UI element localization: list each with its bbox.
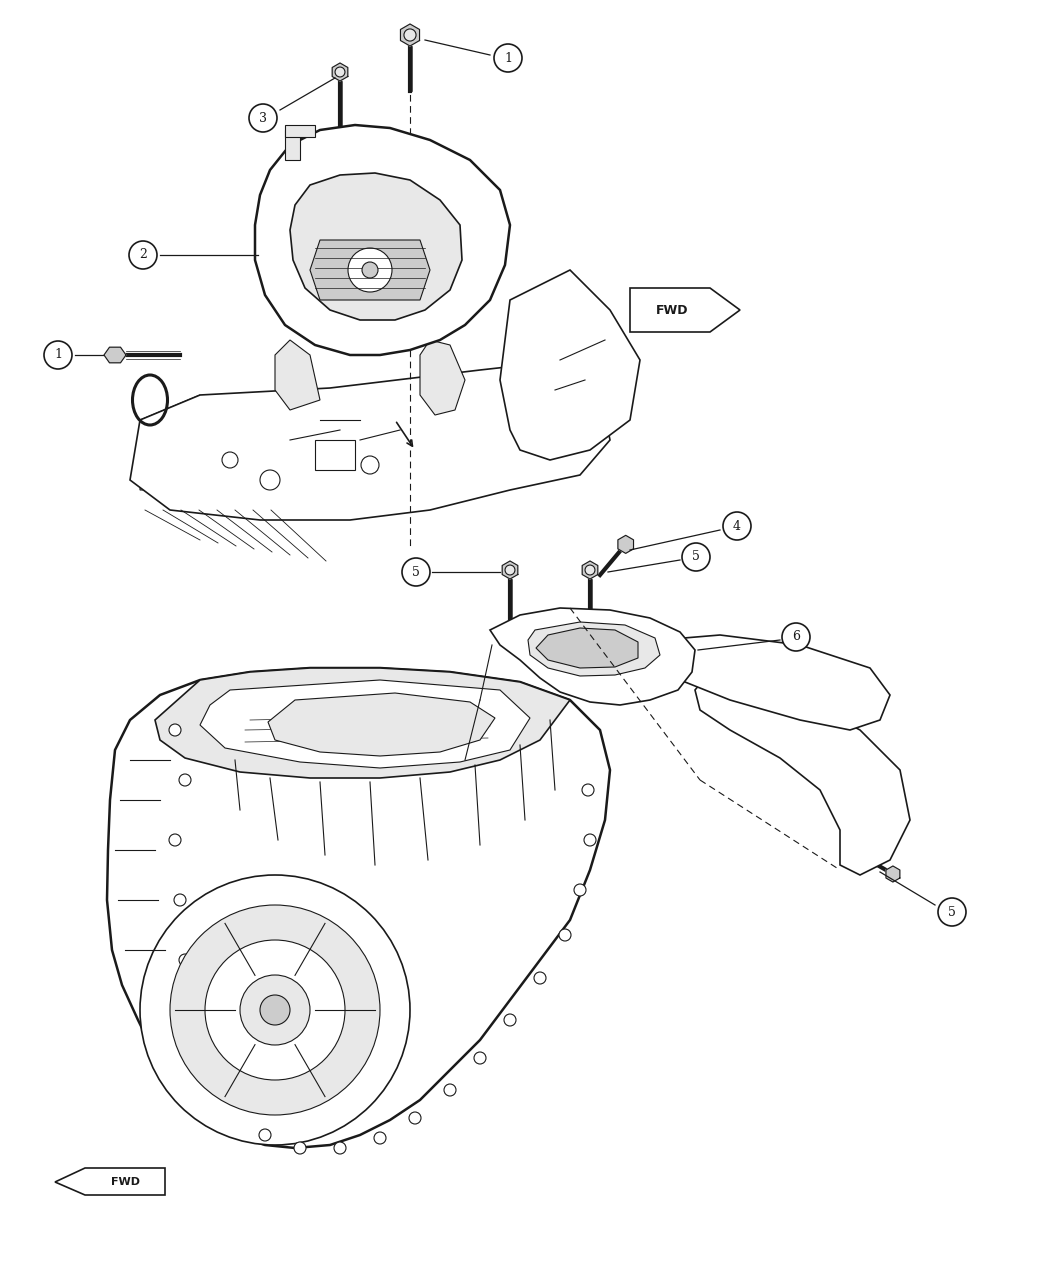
Circle shape <box>361 456 379 474</box>
Circle shape <box>169 724 181 736</box>
Polygon shape <box>582 561 597 579</box>
Circle shape <box>178 774 191 785</box>
Circle shape <box>204 1054 216 1066</box>
Polygon shape <box>528 622 660 676</box>
Circle shape <box>559 929 571 941</box>
Polygon shape <box>140 395 200 490</box>
Circle shape <box>170 905 380 1116</box>
Polygon shape <box>268 694 495 756</box>
Circle shape <box>782 623 810 652</box>
Text: FWD: FWD <box>110 1177 140 1187</box>
Circle shape <box>494 45 522 71</box>
Circle shape <box>348 249 392 292</box>
Circle shape <box>129 241 158 269</box>
Polygon shape <box>55 1168 165 1195</box>
Polygon shape <box>617 536 633 553</box>
Circle shape <box>205 940 345 1080</box>
Polygon shape <box>695 669 910 875</box>
Circle shape <box>189 1003 201 1016</box>
Circle shape <box>260 470 280 490</box>
Polygon shape <box>255 125 510 354</box>
Circle shape <box>505 565 514 575</box>
Polygon shape <box>332 62 348 82</box>
Text: 2: 2 <box>139 249 147 261</box>
Circle shape <box>249 105 277 133</box>
Polygon shape <box>107 668 610 1148</box>
Polygon shape <box>500 270 640 460</box>
Circle shape <box>410 1112 421 1125</box>
Polygon shape <box>290 173 462 320</box>
Circle shape <box>582 784 594 796</box>
Circle shape <box>260 994 290 1025</box>
Text: 6: 6 <box>792 631 800 644</box>
Circle shape <box>335 68 345 76</box>
Polygon shape <box>536 629 638 668</box>
Circle shape <box>474 1052 486 1065</box>
Polygon shape <box>130 360 610 520</box>
Circle shape <box>402 558 430 587</box>
Circle shape <box>444 1084 456 1096</box>
Circle shape <box>574 884 586 896</box>
Circle shape <box>259 1128 271 1141</box>
Circle shape <box>362 261 378 278</box>
Bar <box>285 125 315 136</box>
Polygon shape <box>660 635 890 731</box>
Circle shape <box>178 954 191 966</box>
Polygon shape <box>400 24 420 46</box>
Polygon shape <box>275 340 320 411</box>
Text: 5: 5 <box>692 551 700 564</box>
Polygon shape <box>155 668 570 778</box>
Text: 5: 5 <box>948 905 956 918</box>
Circle shape <box>504 1014 516 1026</box>
Circle shape <box>140 875 410 1145</box>
Circle shape <box>682 543 710 571</box>
Text: 4: 4 <box>733 519 741 533</box>
Polygon shape <box>200 680 530 768</box>
Circle shape <box>240 975 310 1046</box>
Circle shape <box>404 29 416 41</box>
Circle shape <box>174 894 186 907</box>
Bar <box>315 440 355 470</box>
Circle shape <box>169 834 181 847</box>
Text: 5: 5 <box>412 566 420 579</box>
Text: 3: 3 <box>259 111 267 125</box>
Circle shape <box>534 972 546 984</box>
Text: 1: 1 <box>54 348 62 362</box>
Polygon shape <box>502 561 518 579</box>
Circle shape <box>44 340 72 368</box>
Polygon shape <box>886 866 900 882</box>
Text: FWD: FWD <box>656 303 688 316</box>
Circle shape <box>723 513 751 541</box>
Circle shape <box>229 1094 242 1105</box>
Polygon shape <box>104 347 126 363</box>
Circle shape <box>294 1142 306 1154</box>
Polygon shape <box>630 288 740 332</box>
Circle shape <box>222 453 238 468</box>
Polygon shape <box>420 340 465 414</box>
Polygon shape <box>490 608 695 705</box>
Circle shape <box>334 1142 346 1154</box>
Circle shape <box>374 1132 386 1144</box>
Bar <box>285 130 300 159</box>
Polygon shape <box>310 240 430 300</box>
Circle shape <box>584 834 596 847</box>
Circle shape <box>938 898 966 926</box>
Circle shape <box>585 565 595 575</box>
Text: 1: 1 <box>504 51 512 65</box>
